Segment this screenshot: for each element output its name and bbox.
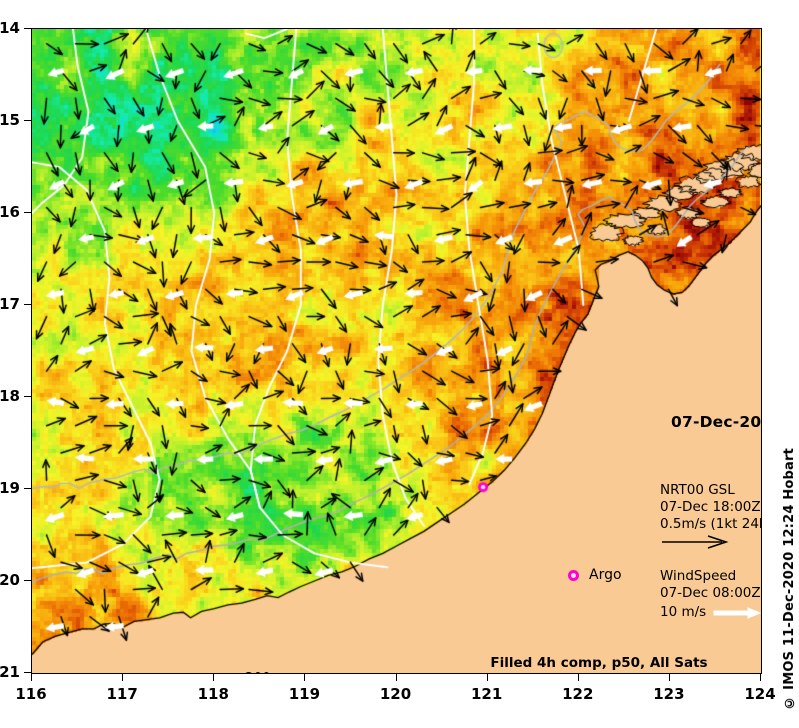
x-tick-label: 119	[288, 685, 321, 703]
y-tick-label: -21	[0, 663, 20, 681]
y-tick-label: -20	[0, 571, 20, 589]
wind-legend-time: 07-Dec 08:00Z	[660, 585, 761, 601]
colorbar-title: Filled 4h comp, p50, All Sats	[490, 655, 708, 671]
depth-legend-200m: 200m	[245, 670, 307, 673]
argo-float-marker-icon	[568, 569, 579, 581]
y-tick-label: -15	[0, 111, 20, 129]
x-tick-label: 116	[15, 685, 47, 703]
x-tick	[486, 674, 488, 681]
current-arrow-icon	[662, 535, 729, 549]
argo-legend: Argo	[568, 567, 622, 583]
x-tick-label: 123	[653, 685, 685, 703]
x-tick	[668, 674, 670, 681]
colorbar: Filled 4h comp, p50, All Sats 2324252627…	[475, 655, 723, 673]
x-tick-label: 121	[470, 685, 503, 703]
copyright-notice: © IMOS 11-Dec-2020 12:24 Hobart	[782, 448, 797, 710]
y-tick	[24, 672, 31, 673]
map-date-stamp: 07-Dec-2020 08Z	[671, 413, 762, 431]
depth-contour-legend: 200m 1000m	[245, 670, 307, 673]
wind-legend-scale: 10 m/s	[660, 604, 707, 620]
x-tick-label: 117	[106, 685, 138, 703]
y-tick-label: -17	[0, 295, 20, 313]
x-tick-label: 120	[379, 685, 412, 703]
y-tick-label: -18	[0, 387, 20, 405]
current-legend-time: 07-Dec 18:00Z	[660, 499, 761, 515]
x-tick-label: 122	[562, 685, 594, 703]
x-tick	[304, 674, 306, 681]
x-tick	[122, 674, 124, 681]
x-tick	[395, 674, 397, 681]
wind-legend: WindSpeed 07-Dec 08:00Z 10 m/s	[660, 568, 761, 621]
wind-legend-name: WindSpeed	[660, 568, 737, 584]
wind-legend-scale-row: 10 m/s	[660, 604, 761, 621]
y-tick-label: -19	[0, 479, 20, 497]
y-tick	[24, 396, 31, 397]
y-tick	[24, 488, 31, 489]
y-tick	[24, 580, 31, 581]
x-tick	[213, 674, 215, 681]
x-tick	[760, 674, 761, 681]
current-legend-scale: 0.5m/s (1kt 24h)	[660, 516, 762, 532]
argo-legend-label: Argo	[589, 567, 622, 583]
current-legend: NRT00 GSL 07-Dec 18:00Z 0.5m/s (1kt 24h)	[660, 482, 762, 552]
y-tick-label: -16	[0, 203, 20, 221]
x-tick-label: 118	[197, 685, 229, 703]
x-tick	[577, 674, 579, 681]
y-tick	[24, 304, 31, 305]
y-tick-label: -14	[0, 19, 20, 37]
x-tick-label: 124	[744, 685, 776, 703]
wind-arrow-icon	[713, 606, 761, 619]
y-tick	[24, 212, 31, 213]
y-tick	[24, 120, 31, 121]
vector-overlay-layer	[32, 29, 761, 673]
y-tick	[24, 28, 31, 29]
current-legend-name: NRT00 GSL	[660, 482, 735, 498]
x-tick	[31, 674, 32, 681]
map-plot-area[interactable]: 07-Dec-2020 08Z NRT00 GSL 07-Dec 18:00Z …	[31, 28, 762, 674]
